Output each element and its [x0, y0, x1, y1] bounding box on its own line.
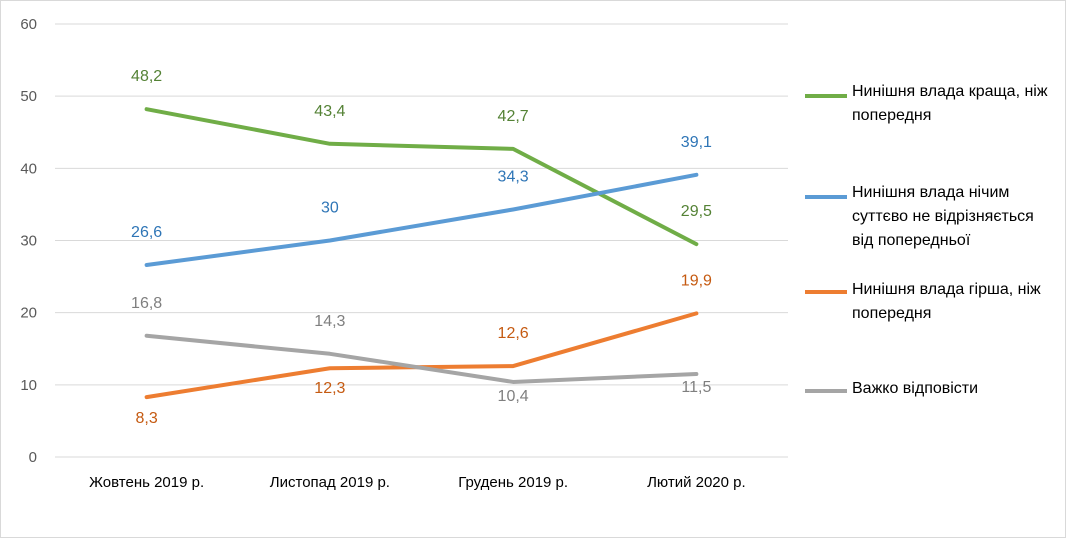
- series-line-3: [144, 333, 699, 384]
- data-label: 12,3: [314, 380, 345, 397]
- x-tick-label: Грудень 2019 р.: [458, 474, 568, 491]
- series-lines: [144, 107, 699, 400]
- data-labels: 48,2 43,4 42,7 29,5 26,6 30 34,3 39,1 8,3 12,3 12,…: [131, 68, 712, 427]
- y-axis: 0 10 20 30 40 50 60: [20, 16, 37, 466]
- data-label: 14,3: [314, 313, 345, 330]
- legend-swatch-worse: [805, 290, 847, 294]
- data-label: 39,1: [681, 134, 712, 151]
- x-tick-label: Листопад 2019 р.: [270, 474, 390, 491]
- y-tick-label: 30: [20, 233, 37, 250]
- data-label: 19,9: [681, 272, 712, 289]
- y-tick-label: 0: [29, 449, 37, 466]
- x-tick-label: Лютий 2020 р.: [647, 474, 746, 491]
- data-label: 10,4: [498, 388, 529, 405]
- legend-swatch-same: [805, 195, 847, 199]
- x-tick-label: Жовтень 2019 р.: [89, 474, 204, 491]
- data-label: 16,8: [131, 295, 162, 312]
- y-tick-label: 50: [20, 88, 37, 105]
- data-label: 42,7: [498, 108, 529, 125]
- data-label: 34,3: [498, 168, 529, 185]
- y-tick-label: 10: [20, 377, 37, 394]
- data-label: 48,2: [131, 68, 162, 85]
- data-label: 43,4: [314, 103, 345, 120]
- data-label: 26,6: [131, 224, 162, 241]
- gridlines: [55, 23, 788, 458]
- y-tick-label: 20: [20, 305, 37, 322]
- legend-label-same: Нинішня влада нічим суттєво не відрізняє…: [852, 184, 1034, 249]
- data-label: 8,3: [136, 410, 158, 427]
- data-label: 12,6: [498, 325, 529, 342]
- y-tick-label: 60: [20, 16, 37, 33]
- series-line-0: [144, 107, 699, 247]
- y-tick-label: 40: [20, 160, 37, 177]
- x-axis: Жовтень 2019 р. Листопад 2019 р. Грудень 2…: [89, 474, 746, 491]
- legend-label-worse: Нинішня влада гірша, ніж попередня: [852, 281, 1041, 322]
- legend-label-hard-to-say: Важко відповісти: [852, 380, 979, 397]
- series-line-1: [144, 172, 699, 268]
- data-label: 11,5: [681, 379, 711, 396]
- legend-label-better: Нинішня влада краща, ніж попередня: [852, 83, 1048, 124]
- legend-swatch-hard-to-say: [805, 389, 847, 393]
- data-label: 30: [321, 200, 339, 217]
- data-label: 29,5: [681, 203, 712, 220]
- legend-swatch-better: [805, 94, 847, 98]
